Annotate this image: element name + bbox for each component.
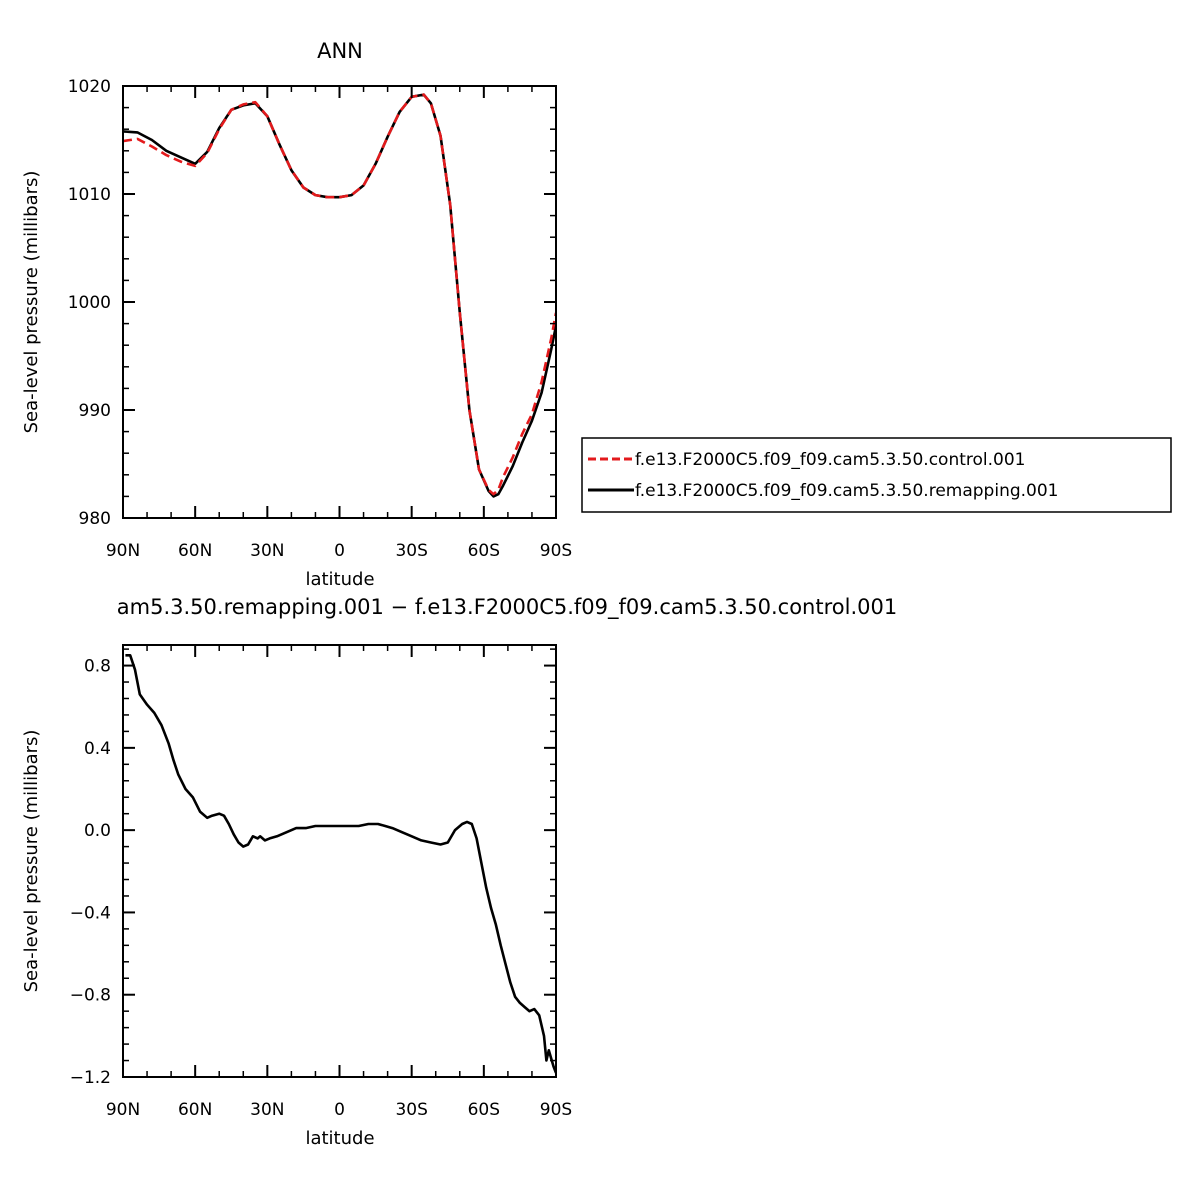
legend-box: [581, 437, 1172, 513]
axis-ticks: 90N 60N 30N 0 30S 60S 90S 980 990 1000 1010 1020: [68, 77, 572, 561]
y-tick-label: −0.8: [70, 986, 111, 1006]
y-tick-label: −1.2: [70, 1068, 111, 1088]
x-tick-label: 90S: [540, 1100, 572, 1120]
series-line-2: [123, 93, 556, 498]
series-line-1: [125, 653, 556, 1074]
y-tick-label: 1000: [68, 293, 111, 313]
panel-difference: am5.3.50.remapping.001 − f.e13.F2000C5.f…: [21, 595, 897, 1149]
series-layer: [125, 653, 556, 1074]
x-axis-label: latitude: [305, 1128, 374, 1149]
x-tick-label: 30N: [250, 541, 284, 561]
legend-entry-remapping: f.e13.F2000C5.f09_f09.cam5.3.50.remappin…: [635, 481, 1059, 501]
x-tick-label: 30S: [395, 1100, 427, 1120]
x-axis-label: latitude: [305, 569, 374, 590]
y-tick-label: 0.8: [84, 657, 111, 677]
plot-title-difference: am5.3.50.remapping.001 − f.e13.F2000C5.f…: [117, 595, 897, 620]
y-tick-label: 980: [79, 509, 111, 529]
y-tick-label: 990: [79, 401, 111, 421]
y-tick-label: 1010: [68, 185, 111, 205]
x-tick-label: 30N: [250, 1100, 284, 1120]
y-tick-label: 1020: [68, 77, 111, 97]
x-tick-label: 90S: [540, 541, 572, 561]
x-tick-label: 60N: [178, 1100, 212, 1120]
panel-sea-level-pressure: ANN 90N 60N 30N 0 30S 60S 90S 980 990 1000 1010 102…: [21, 39, 1172, 590]
plot-frame: [122, 85, 557, 519]
y-tick-label: 0.4: [84, 739, 111, 759]
legend-entry-control: f.e13.F2000C5.f09_f09.cam5.3.50.control.…: [635, 450, 1026, 470]
x-tick-label: 60N: [178, 541, 212, 561]
y-axis-label: Sea-level pressure (millibars): [21, 171, 42, 434]
x-tick-label: 0: [334, 541, 345, 561]
series-line-1: [123, 93, 556, 496]
legend: f.e13.F2000C5.f09_f09.cam5.3.50.control.…: [581, 437, 1172, 513]
axis-ticks: 90N 60N 30N 0 30S 60S 90S −1.2 −0.8 −0.4 0.0 0.4 0.8: [70, 645, 572, 1120]
x-tick-label: 90N: [106, 1100, 140, 1120]
series-layer: [123, 93, 556, 498]
y-tick-label: 0.0: [84, 821, 111, 841]
plot-title: ANN: [317, 39, 363, 63]
plot-frame: [122, 644, 557, 1078]
y-axis-label: Sea-level pressure (millibars): [21, 730, 42, 993]
x-tick-label: 60S: [468, 1100, 500, 1120]
x-tick-label: 0: [334, 1100, 345, 1120]
x-tick-label: 30S: [395, 541, 427, 561]
x-tick-label: 90N: [106, 541, 140, 561]
x-tick-label: 60S: [468, 541, 500, 561]
y-tick-label: −0.4: [70, 903, 111, 923]
